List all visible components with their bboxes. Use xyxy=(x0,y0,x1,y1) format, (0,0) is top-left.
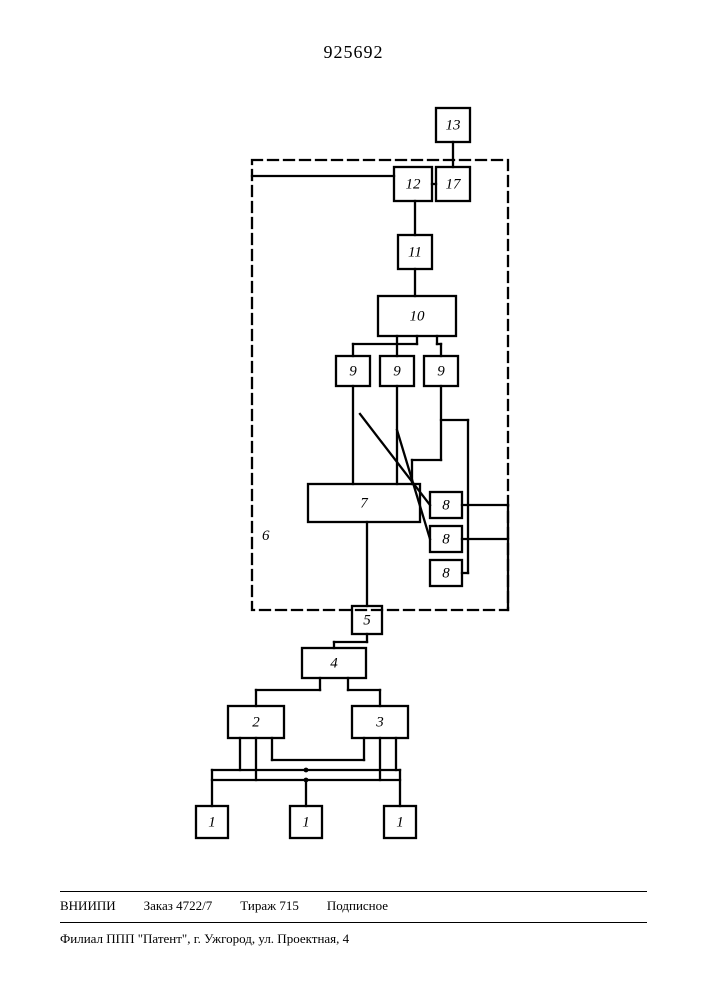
label-5: 5 xyxy=(363,612,371,628)
label-1c: 1 xyxy=(396,814,404,830)
label-9b: 9 xyxy=(393,363,401,379)
footer-org: ВНИИПИ xyxy=(60,894,116,919)
label-10: 10 xyxy=(410,308,426,324)
label-8c: 8 xyxy=(442,565,450,581)
footer-rule-top xyxy=(60,891,647,892)
label-9a: 9 xyxy=(349,363,357,379)
footer-order: Заказ 4722/7 xyxy=(144,894,213,919)
label-9c: 9 xyxy=(437,363,445,379)
label-1a: 1 xyxy=(208,814,216,830)
imprint-footer: ВНИИПИ Заказ 4722/7 Тираж 715 Подписное … xyxy=(60,894,647,952)
footer-sub: Подписное xyxy=(327,894,388,919)
footer-tirazh: Тираж 715 xyxy=(240,894,299,919)
label-11: 11 xyxy=(408,244,422,260)
label-4: 4 xyxy=(330,655,338,671)
footer-rule-mid xyxy=(60,922,647,923)
footer-address: Филиал ППП "Патент", г. Ужгород, ул. Про… xyxy=(60,927,647,952)
label-17: 17 xyxy=(446,176,463,192)
label-3: 3 xyxy=(375,714,384,730)
label-1b: 1 xyxy=(302,814,310,830)
label-13: 13 xyxy=(446,117,461,133)
label-12: 12 xyxy=(406,176,422,192)
dashed-box-label: 6 xyxy=(262,528,270,544)
block-diagram: 6 xyxy=(0,0,707,900)
page: 925692 6 xyxy=(0,0,707,1000)
label-8a: 8 xyxy=(442,497,450,513)
label-2: 2 xyxy=(252,714,260,730)
label-8b: 8 xyxy=(442,531,450,547)
label-7: 7 xyxy=(360,495,369,511)
